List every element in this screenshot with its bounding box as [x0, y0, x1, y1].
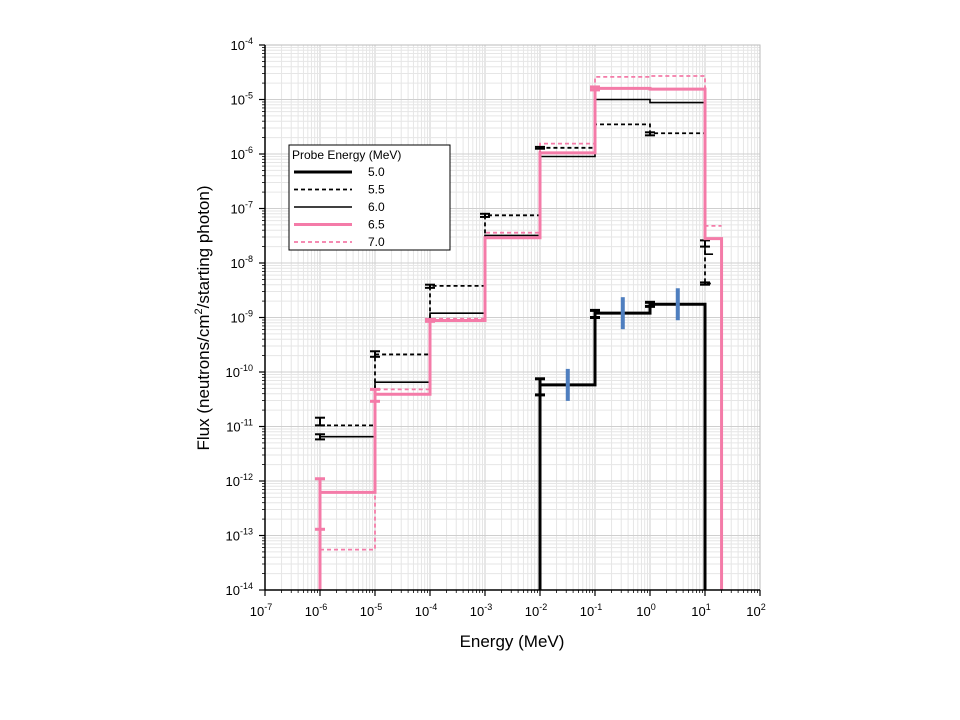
legend-title: Probe Energy (MeV): [292, 148, 401, 162]
x-axis: 10-7 10-6 10-5 10-4 10-3 10-2 10-1 100 101 102 En…: [250, 589, 766, 651]
y-tick-label: 10-11: [226, 418, 253, 435]
series-line: [318, 86, 724, 590]
legend-label: 5.0: [368, 165, 385, 179]
y-tick-label: 10-12: [226, 472, 253, 489]
y-tick-label: 10-6: [231, 145, 253, 162]
series-6-5: [315, 85, 724, 590]
x-tick-label: 10-3: [470, 602, 492, 619]
marker-layer: [565, 288, 680, 401]
y-tick-label: 10-10: [226, 363, 253, 380]
y-tick-label: 10-9: [231, 309, 253, 326]
y-tick-label: 10-14: [226, 581, 253, 598]
x-tick-label: 10-7: [250, 602, 272, 619]
x-axis-title: Energy (MeV): [460, 632, 565, 651]
y-ticks: 10-14 10-13 10-12 10-11 10-10 10-9 10-8 10-7 10-…: [226, 36, 265, 598]
y-axis: 10-14 10-13 10-12 10-11 10-10 10-9 10-8 10-7 10-…: [193, 36, 266, 598]
legend: Probe Energy (MeV) 5.0 5.5 6.0 6.5 7.0: [288, 144, 451, 251]
y-tick-label: 10-4: [231, 36, 253, 53]
y-tick-label: 10-8: [231, 254, 253, 271]
y-tick-label: 10-7: [231, 200, 253, 217]
legend-entries: 5.0 5.5 6.0 6.5 7.0: [294, 165, 385, 249]
legend-box: [288, 144, 451, 251]
grid-lines: [264, 45, 760, 591]
x-tick-label: 101: [691, 602, 710, 619]
y-axis-title-main: Flux (neutrons/cm: [194, 314, 213, 450]
y-axis-title: Flux (neutrons/cm2/starting photon): [193, 185, 213, 450]
y-tick-label: 10-5: [231, 91, 253, 108]
legend-label: 7.0: [368, 235, 385, 249]
x-tick-label: 10-2: [525, 602, 547, 619]
x-tick-label: 10-1: [580, 602, 602, 619]
x-tick-label: 102: [746, 602, 765, 619]
legend-label: 6.5: [368, 218, 385, 232]
y-axis-title-rest: /starting photon): [194, 185, 213, 308]
y-axis-title-superscript: 2: [193, 308, 205, 314]
x-tick-label: 100: [636, 602, 655, 619]
legend-label: 5.5: [368, 183, 385, 197]
x-tick-label: 10-4: [415, 602, 437, 619]
plot-area: [264, 44, 761, 591]
y-tick-label: 10-13: [226, 527, 253, 544]
x-ticks: 10-7 10-6 10-5 10-4 10-3 10-2 10-1 100 101 102: [250, 590, 766, 619]
x-tick-label: 10-6: [305, 602, 327, 619]
x-tick-label: 10-5: [360, 602, 382, 619]
legend-label: 6.0: [368, 200, 385, 214]
